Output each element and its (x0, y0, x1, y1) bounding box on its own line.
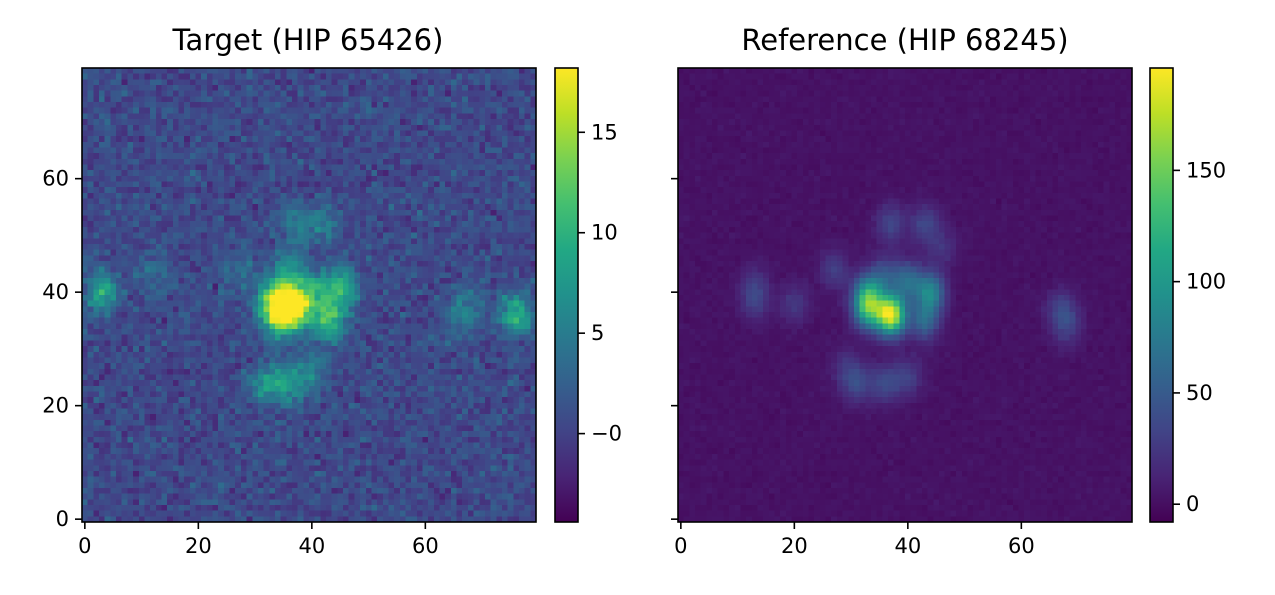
x-tick-label: 40 (298, 534, 325, 558)
colorbar-frame-reference (1149, 67, 1174, 523)
heatmap-reference (677, 67, 1133, 523)
x-tick-label: 60 (1008, 534, 1035, 558)
colorbar-gradient-reference (1150, 68, 1173, 522)
colorbar-tick-label: 10 (591, 221, 618, 245)
panel-title-target: Target (HIP 65426) (172, 23, 444, 57)
y-tick-label: 20 (42, 394, 69, 418)
y-tick-label: 0 (56, 507, 69, 531)
colorbar-target: −0 5 10 15 (554, 67, 622, 523)
x-tick-label: 0 (674, 534, 687, 558)
x-tick-label: 0 (78, 534, 91, 558)
heatmap-image-reference (678, 68, 1132, 522)
axes-frame-target (81, 67, 537, 523)
heatmap-target (81, 67, 537, 523)
colorbar-gradient-target (555, 68, 578, 522)
colorbar-tick-label: 150 (1186, 158, 1226, 182)
colorbar-tick-label: 50 (1186, 381, 1213, 405)
axis-ticks-reference: 0 20 40 60 (671, 177, 1035, 558)
heatmap-image-target (82, 68, 536, 522)
colorbar-tick-label: 0 (1186, 492, 1199, 516)
colorbar-frame-target (554, 67, 579, 523)
colorbar-ticks-reference: 0 50 100 150 (1173, 158, 1226, 516)
panel-title-reference: Reference (HIP 68245) (741, 23, 1068, 57)
y-tick-label: 60 (42, 167, 69, 191)
x-tick-label: 40 (894, 534, 921, 558)
axes-frame-reference (677, 67, 1133, 523)
colorbar-ticks-target: −0 5 10 15 (578, 120, 622, 446)
axis-ticks-target: 0 20 40 60 0 20 40 60 (42, 167, 438, 558)
colorbar-reference: 0 50 100 150 (1149, 67, 1226, 523)
colorbar-tick-label: 15 (591, 120, 618, 144)
x-tick-label: 20 (781, 534, 808, 558)
colorbar-tick-label: 100 (1186, 270, 1226, 294)
colorbar-tick-label: 5 (591, 321, 604, 345)
y-tick-label: 40 (42, 280, 69, 304)
colorbar-tick-label: −0 (591, 422, 622, 446)
x-tick-label: 60 (412, 534, 439, 558)
x-tick-label: 20 (185, 534, 212, 558)
